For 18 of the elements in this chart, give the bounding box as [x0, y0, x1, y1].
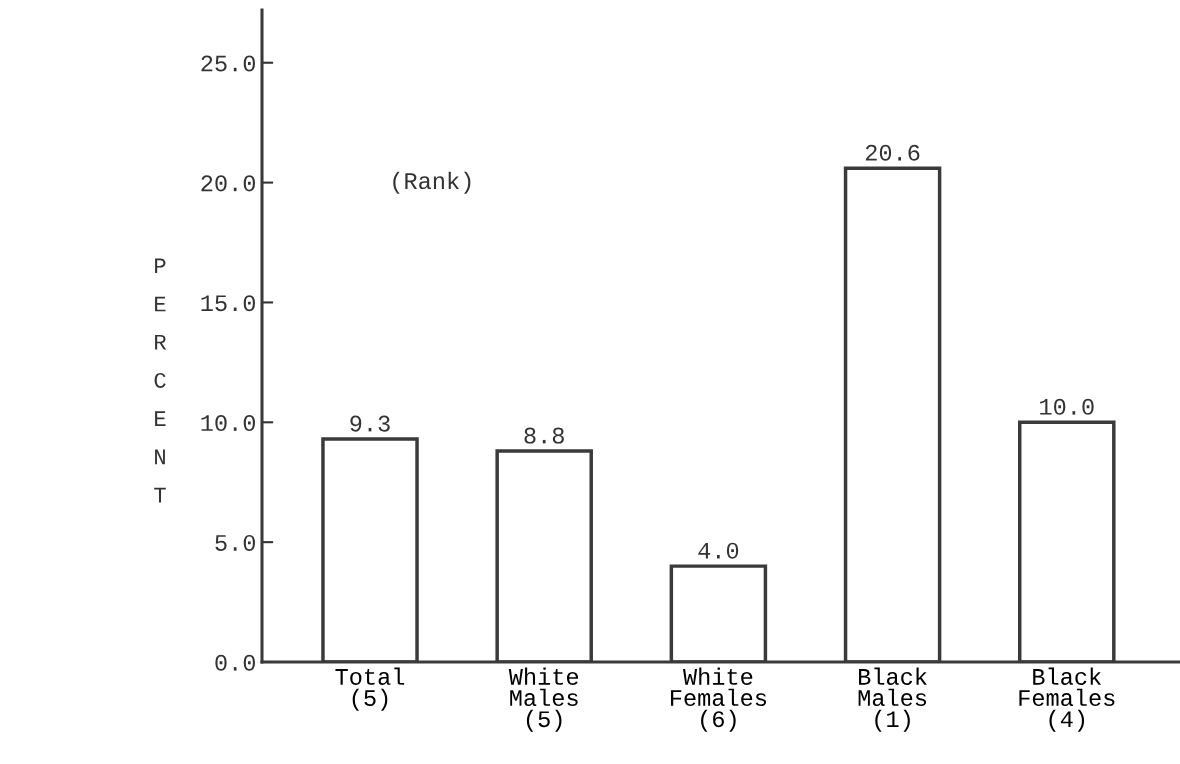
- x-tick-label: Black Males (1): [858, 667, 927, 732]
- x-tick-label: White Females (6): [671, 667, 767, 732]
- x-tick-label: Total (5): [335, 667, 405, 711]
- y-tick-label: 10.0: [201, 415, 255, 432]
- data-label: 9.3: [350, 415, 390, 432]
- y-tick-label: 25.0: [201, 55, 255, 72]
- y-tick-label: 20.0: [201, 175, 255, 192]
- data-label: 8.8: [524, 427, 564, 444]
- y-tick-label: 0.0: [215, 654, 255, 671]
- x-tick-label: Black Females (4): [1019, 667, 1115, 732]
- y-tick-label: 5.0: [215, 534, 255, 551]
- x-tick-label: White Males (5): [508, 667, 579, 732]
- y-tick-label: 15.0: [201, 295, 255, 312]
- data-label: 20.6: [865, 144, 920, 161]
- annotation: (Rank): [393, 171, 471, 194]
- data-label: 4.0: [698, 542, 739, 559]
- y-axis-title: PERCENT: [154, 258, 167, 503]
- data-label: 10.0: [1040, 398, 1094, 415]
